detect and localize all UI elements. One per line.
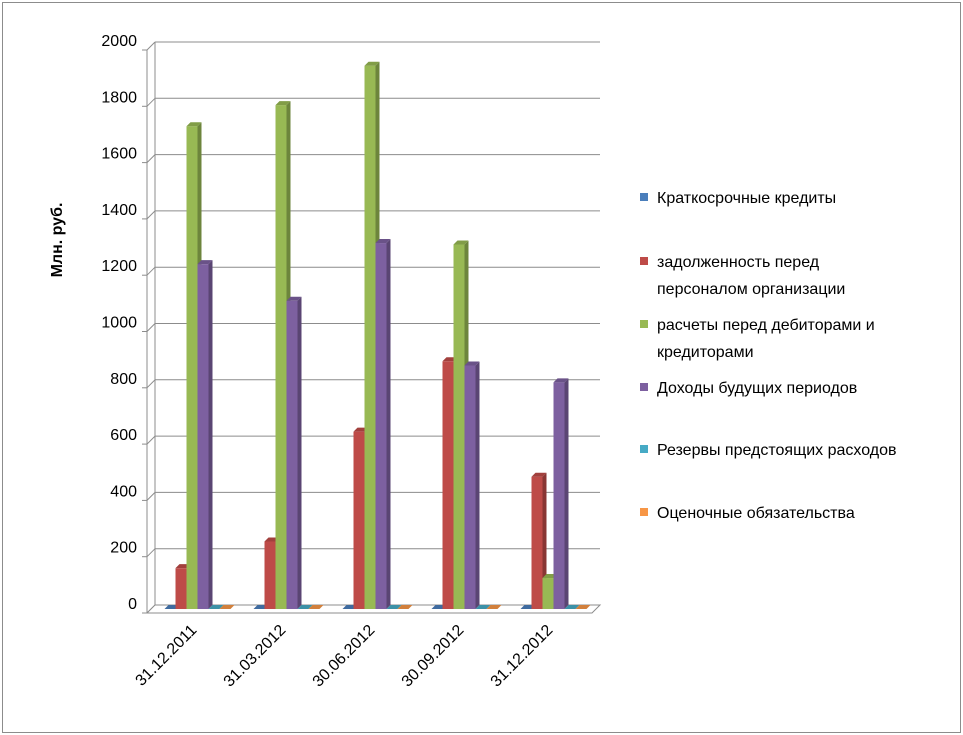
bar-front [553, 382, 565, 609]
bar-front [186, 126, 198, 609]
legend-swatch [640, 257, 648, 265]
x-tick-label: 31.03.2012 [221, 622, 290, 691]
bar-front [375, 243, 387, 610]
gridline-side [146, 41, 156, 51]
bar-top [275, 101, 291, 106]
gridline-side [146, 210, 156, 220]
legend-swatch [640, 445, 648, 453]
bar-top [375, 239, 391, 244]
gridline-side [146, 323, 156, 332]
y-tick-label: 1600 [101, 146, 137, 163]
y-tick-label: 200 [110, 540, 137, 557]
legend-swatch [640, 383, 648, 391]
bar-side [475, 361, 480, 609]
bar-top [475, 605, 491, 609]
bar-side [297, 296, 302, 609]
bar-side [208, 260, 213, 609]
bar-top [575, 605, 591, 609]
bar-top [219, 605, 235, 609]
bar-top [364, 61, 380, 66]
bar-top [553, 378, 569, 383]
bar-front [197, 264, 209, 609]
legend-swatch [640, 193, 648, 201]
x-tick-label: 31.12.2012 [488, 622, 557, 691]
bar-top [308, 605, 324, 609]
bar-front [275, 105, 287, 610]
y-tick-label: 0 [128, 596, 137, 613]
bar-front [542, 578, 554, 609]
bar-top [531, 472, 547, 477]
gridline-side [146, 548, 156, 558]
gridline-side [146, 435, 156, 445]
y-tick-label: 600 [110, 427, 137, 444]
gridline-side [146, 492, 156, 501]
bar-front [531, 476, 543, 609]
bar-top [186, 122, 202, 127]
x-tick-label: 30.06.2012 [310, 622, 379, 691]
y-tick-label: 400 [110, 483, 137, 500]
bar-top [286, 296, 302, 301]
bar-front [264, 541, 276, 609]
x-tick-label: 31.12.2011 [133, 622, 201, 690]
bar-top [486, 605, 502, 609]
y-tick-label: 2000 [101, 33, 137, 50]
bar-side [386, 239, 391, 610]
gridline-side [146, 266, 156, 276]
bar-top [453, 240, 469, 245]
y-axis-title: Млн. руб. [49, 203, 66, 278]
gridline-side [146, 379, 156, 389]
y-tick-label: 1200 [101, 258, 137, 275]
legend-label: Резервы предстоящих расходов [657, 442, 897, 459]
legend-label: персоналом организации [657, 281, 845, 298]
legend-label: Оценочные обязательства [657, 505, 855, 522]
legend-label: Доходы будущих периодов [657, 380, 857, 397]
legend-label: задолженность перед [657, 254, 820, 271]
x-tick-label: 30.09.2012 [399, 622, 468, 691]
legend-label: расчеты перед дебиторами и [657, 317, 875, 334]
bar-top [464, 361, 480, 366]
bar-front [353, 431, 365, 609]
gridline-side [146, 97, 156, 107]
bar-side [542, 472, 547, 609]
legend-swatch [640, 320, 648, 328]
bar-front [442, 361, 454, 609]
y-tick-label: 800 [110, 371, 137, 388]
bar-top [297, 605, 313, 609]
bar-top [197, 260, 213, 265]
y-tick-label: 1800 [101, 89, 137, 106]
bar-side [564, 378, 569, 609]
bar-top [397, 605, 413, 609]
gridline-side [146, 154, 156, 163]
bar-top [386, 605, 402, 609]
legend-swatch [640, 508, 648, 516]
y-tick-label: 1400 [101, 202, 137, 219]
y-tick-label: 1000 [101, 315, 137, 332]
bar-front [464, 365, 476, 609]
bar-front [175, 568, 187, 609]
bar-top [564, 605, 580, 609]
bar-front [364, 65, 376, 609]
legend-label: кредиторами [657, 344, 754, 361]
bar-front [453, 244, 465, 609]
bar-top [208, 605, 224, 609]
bar-front [286, 300, 298, 609]
legend-label: Краткосрочные кредиты [657, 190, 836, 207]
